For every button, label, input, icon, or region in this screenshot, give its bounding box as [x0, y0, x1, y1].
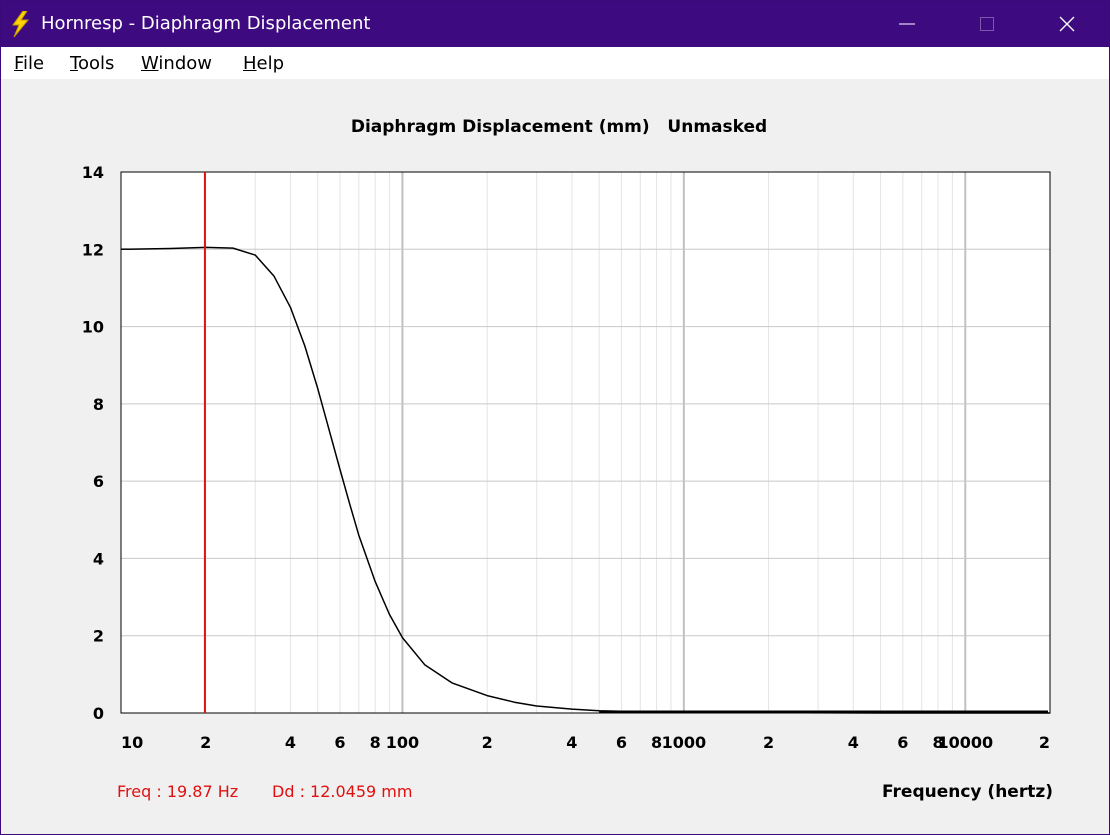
lightning-bolt-icon — [9, 10, 31, 38]
maximize-button[interactable] — [964, 1, 1010, 47]
close-button[interactable] — [1044, 1, 1090, 47]
x-axis-label: Frequency (hertz) — [882, 782, 1053, 802]
menu-window[interactable]: Window — [141, 53, 212, 74]
y-tick-label: 4 — [93, 549, 104, 568]
maximize-icon — [980, 17, 994, 31]
minimize-button[interactable] — [884, 1, 930, 47]
x-tick-label: 6 — [616, 733, 627, 752]
x-tick-label: 6 — [897, 733, 908, 752]
x-tick-label: 10 — [121, 733, 143, 752]
y-tick-label: 6 — [93, 472, 104, 491]
y-tick-label: 10 — [82, 318, 104, 337]
close-icon — [1059, 16, 1075, 32]
displacement-readout: Dd : 12.0459 mm — [272, 782, 413, 801]
window-title: Hornresp - Diaphragm Displacement — [41, 13, 371, 34]
y-tick-label: 14 — [82, 163, 104, 182]
x-tick-label: 2 — [1039, 733, 1050, 752]
frequency-readout: Freq : 19.87 Hz — [117, 782, 239, 801]
y-tick-label: 0 — [93, 704, 104, 723]
x-tick-label: 100 — [386, 733, 419, 752]
x-tick-label: 4 — [566, 733, 577, 752]
x-tick-label: 8 — [651, 733, 662, 752]
menu-help[interactable]: Help — [243, 53, 285, 74]
x-tick-label: 2 — [482, 733, 493, 752]
x-tick-label: 4 — [848, 733, 859, 752]
x-tick-label: 4 — [285, 733, 296, 752]
x-tick-label: 10000 — [937, 733, 993, 752]
y-tick-label: 8 — [93, 395, 104, 414]
x-tick-label: 2 — [763, 733, 774, 752]
x-tick-label: 8 — [932, 733, 943, 752]
chart-area[interactable]: Diaphragm Displacement (mm) Unmasked 14 1… — [1, 79, 1109, 835]
x-tick-label: 6 — [334, 733, 345, 752]
y-tick-label: 2 — [93, 627, 104, 646]
x-tick-label: 1000 — [662, 733, 707, 752]
plot-frame — [120, 171, 1051, 714]
menu-tools[interactable]: Tools — [70, 53, 115, 74]
plot-background — [121, 172, 1050, 713]
y-tick-label: 12 — [82, 240, 104, 259]
menu-bar: File Tools Window Help — [1, 47, 1109, 79]
chart-title: Diaphragm Displacement (mm) Unmasked — [350, 117, 768, 137]
minimize-icon — [899, 23, 915, 25]
x-tick-label: 8 — [370, 733, 381, 752]
menu-file[interactable]: File — [14, 53, 45, 74]
title-bar[interactable]: Hornresp - Diaphragm Displacement — [1, 1, 1109, 47]
x-tick-label: 2 — [200, 733, 211, 752]
